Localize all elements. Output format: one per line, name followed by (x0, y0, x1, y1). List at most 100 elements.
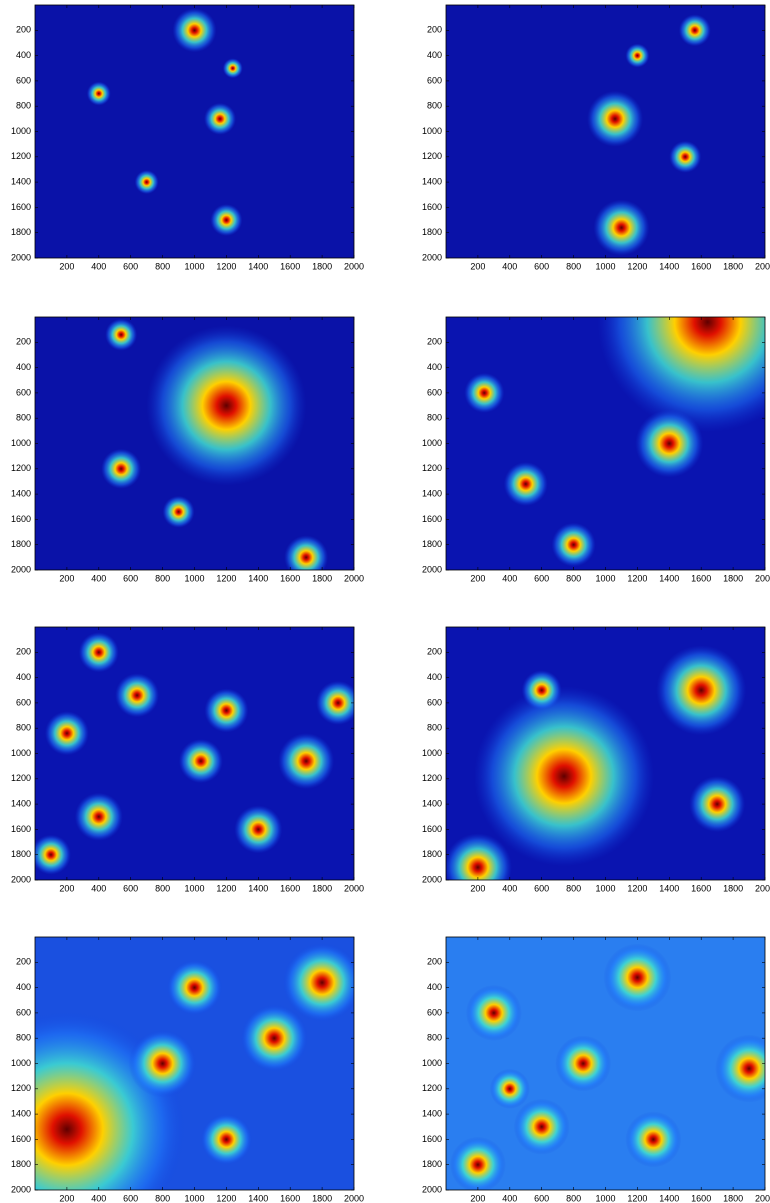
x-tick-label: 1600 (280, 883, 300, 893)
y-tick-label: 1000 (422, 748, 442, 758)
x-tick-label: 200 (59, 261, 74, 271)
y-tick-label: 1400 (422, 488, 442, 498)
x-tick-label: 800 (566, 261, 581, 271)
y-tick-label: 1200 (11, 773, 31, 783)
x-tick-label: 1400 (659, 573, 679, 583)
x-tick-label: 1600 (691, 1193, 711, 1203)
y-tick-label: 200 (16, 337, 31, 347)
x-tick-label: 800 (155, 261, 170, 271)
y-tick-label: 1600 (422, 514, 442, 524)
y-tick-label: 1400 (422, 1108, 442, 1118)
x-tick-label: 400 (502, 883, 517, 893)
x-tick-label: 1000 (184, 883, 204, 893)
y-tick-label: 800 (16, 413, 31, 423)
x-tick-label: 600 (123, 573, 138, 583)
x-tick-label: 1800 (312, 883, 332, 893)
x-tick-label: 1000 (595, 883, 615, 893)
x-tick-label: 400 (91, 573, 106, 583)
y-tick-label: 1200 (422, 463, 442, 473)
x-tick-label: 1000 (595, 1193, 615, 1203)
y-tick-label: 1000 (422, 126, 442, 136)
x-tick-label: 1200 (627, 883, 647, 893)
x-tick-label: 1000 (595, 261, 615, 271)
panel: 2004006008001000120014001600180020002004… (422, 5, 770, 271)
y-tick-label: 1400 (11, 488, 31, 498)
y-tick-label: 400 (16, 50, 31, 60)
x-tick-label: 200 (470, 1193, 485, 1203)
y-tick-label: 1000 (11, 126, 31, 136)
x-tick-label: 2000 (755, 1193, 770, 1203)
y-tick-label: 600 (16, 697, 31, 707)
y-tick-label: 2000 (11, 564, 31, 574)
y-tick-label: 600 (16, 1007, 31, 1017)
x-tick-label: 1200 (216, 1193, 236, 1203)
x-tick-label: 1000 (184, 573, 204, 583)
y-tick-label: 1400 (422, 176, 442, 186)
x-tick-label: 1800 (723, 1193, 743, 1203)
x-tick-label: 1400 (659, 1193, 679, 1203)
y-tick-label: 400 (16, 362, 31, 372)
x-tick-label: 1600 (280, 1193, 300, 1203)
x-tick-label: 600 (534, 1193, 549, 1203)
x-tick-label: 1600 (280, 573, 300, 583)
x-tick-label: 1000 (184, 261, 204, 271)
x-tick-label: 400 (502, 261, 517, 271)
y-tick-label: 1200 (11, 463, 31, 473)
x-tick-label: 1400 (248, 883, 268, 893)
y-tick-label: 200 (427, 25, 442, 35)
y-tick-label: 1200 (422, 1083, 442, 1093)
x-tick-label: 1800 (723, 261, 743, 271)
y-tick-label: 2000 (11, 1184, 31, 1194)
x-tick-label: 600 (534, 573, 549, 583)
fractal-image (444, 627, 765, 901)
y-tick-label: 1800 (422, 1159, 442, 1169)
x-tick-label: 1600 (280, 261, 300, 271)
x-tick-label: 400 (502, 573, 517, 583)
y-tick-label: 400 (427, 672, 442, 682)
y-tick-label: 1800 (11, 1159, 31, 1169)
y-tick-label: 1000 (11, 1058, 31, 1068)
y-tick-label: 400 (16, 982, 31, 992)
x-tick-label: 200 (59, 883, 74, 893)
y-tick-label: 600 (427, 1007, 442, 1017)
y-tick-label: 600 (427, 387, 442, 397)
y-tick-label: 1000 (422, 438, 442, 448)
x-tick-label: 2000 (344, 883, 364, 893)
y-tick-label: 1800 (422, 539, 442, 549)
x-tick-label: 200 (59, 573, 74, 583)
y-tick-label: 200 (16, 25, 31, 35)
y-tick-label: 400 (16, 672, 31, 682)
x-tick-label: 2000 (755, 573, 770, 583)
x-tick-label: 1200 (627, 1193, 647, 1203)
x-tick-label: 800 (566, 883, 581, 893)
x-tick-label: 1200 (216, 261, 236, 271)
x-tick-label: 800 (155, 1193, 170, 1203)
y-tick-label: 400 (427, 50, 442, 60)
y-tick-label: 800 (16, 1033, 31, 1043)
x-tick-label: 1200 (627, 261, 647, 271)
figure: 200 400 600 800 1000 1200 1400 1600 1800 2000 200 4… (0, 0, 770, 1203)
y-tick-label: 1200 (422, 151, 442, 161)
y-tick-label: 1600 (422, 202, 442, 212)
y-tick-label: 200 (16, 957, 31, 967)
y-tick-label: 200 (16, 647, 31, 657)
y-tick-label: 1200 (422, 773, 442, 783)
x-tick-label: 1400 (248, 1193, 268, 1203)
y-tick-label: 1800 (11, 849, 31, 859)
y-tick-label: 1800 (422, 849, 442, 859)
y-tick-label: 600 (427, 75, 442, 85)
x-tick-label: 400 (91, 261, 106, 271)
y-tick-label: 200 (427, 337, 442, 347)
y-tick-label: 800 (427, 413, 442, 423)
x-tick-label: 1200 (216, 883, 236, 893)
y-tick-label: 400 (427, 362, 442, 372)
x-tick-label: 1800 (312, 261, 332, 271)
y-tick-label: 2000 (422, 1184, 442, 1194)
fractal-image (35, 317, 354, 579)
y-tick-label: 800 (427, 1033, 442, 1043)
x-tick-label: 2000 (755, 883, 770, 893)
y-tick-label: 1600 (11, 202, 31, 212)
x-tick-label: 1800 (723, 883, 743, 893)
x-tick-label: 200 (470, 883, 485, 893)
